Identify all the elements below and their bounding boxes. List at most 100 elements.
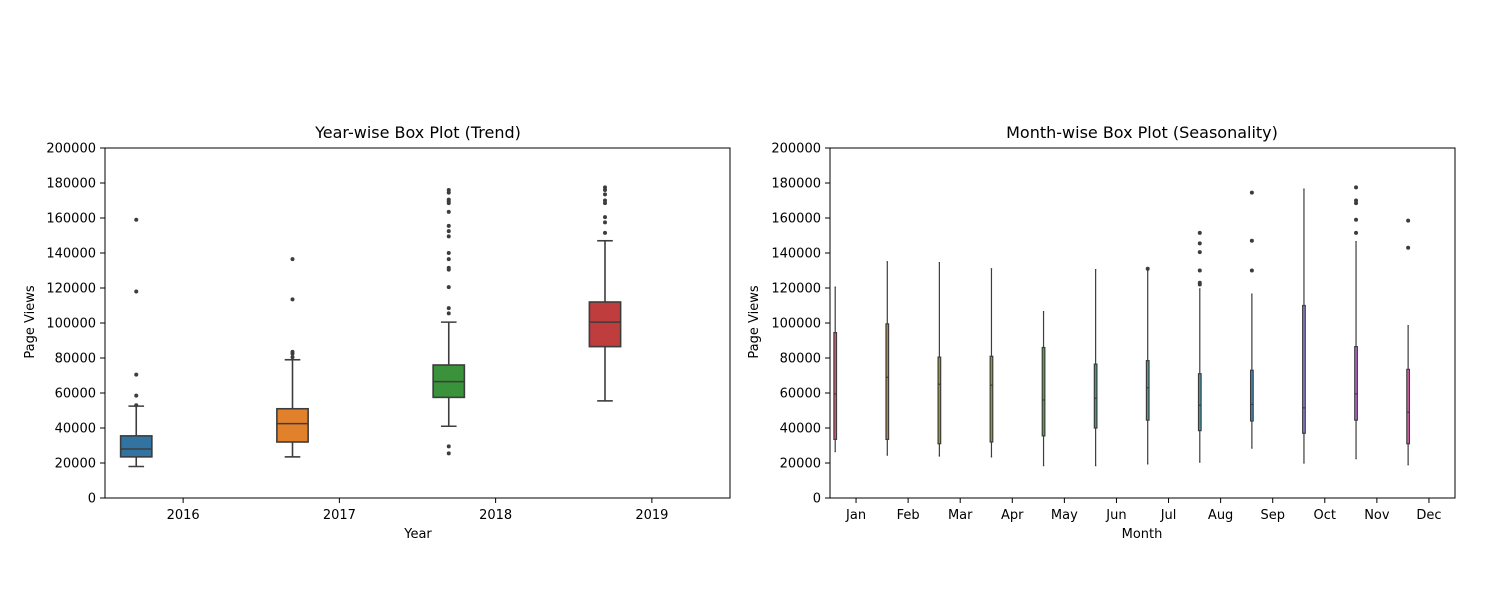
chart-title: Year-wise Box Plot (Trend): [314, 123, 521, 142]
outlier-point: [1197, 250, 1202, 255]
iqr-box: [1354, 346, 1358, 421]
x-tick-label: May: [1051, 508, 1078, 523]
x-tick-label: 2018: [479, 508, 512, 523]
x-tick-label: 2016: [167, 508, 200, 523]
y-tick-label: 160000: [46, 212, 96, 227]
box-nov: [1354, 185, 1359, 460]
box-jun: [1093, 269, 1098, 467]
x-tick-label: Feb: [897, 508, 920, 523]
y-tick-label: 200000: [46, 142, 96, 157]
iqr-box: [1406, 368, 1411, 445]
box-feb: [885, 261, 890, 456]
x-tick-label: Aug: [1208, 508, 1233, 523]
outlier-point: [446, 257, 451, 262]
plot-area: 0 20000 40000 60000 80000 100000 120000 140000 1…: [771, 142, 1456, 523]
outlier-point: [134, 393, 139, 398]
outlier-point: [446, 285, 451, 290]
outlier-point: [446, 306, 451, 311]
outlier-point: [1145, 266, 1150, 271]
y-tick-label: 0: [813, 492, 821, 507]
box-2016: [119, 217, 153, 468]
outlier-point: [134, 403, 139, 408]
box-sep: [1249, 190, 1254, 449]
iqr-box: [833, 332, 838, 440]
box-2018: [432, 188, 466, 456]
iqr-box: [1145, 360, 1150, 421]
y-tick-label: 140000: [46, 247, 96, 262]
outlier-point: [1249, 190, 1254, 195]
outlier-point: [134, 289, 139, 294]
x-tick-label: Jun: [1105, 508, 1126, 523]
y-tick-label: 80000: [55, 352, 96, 367]
box-dec: [1406, 218, 1411, 466]
year-wise-boxplot-panel: Year-wise Box Plot (Trend) Year Page Vie…: [23, 123, 731, 542]
outlier-point: [603, 215, 607, 220]
box-jul: [1145, 266, 1150, 465]
y-tick-label: 40000: [55, 422, 96, 437]
iqr-box: [588, 301, 622, 348]
y-tick-label: 40000: [780, 422, 821, 437]
x-tick-label: Nov: [1364, 508, 1390, 523]
outlier-point: [603, 220, 607, 225]
y-tick-label: 80000: [780, 352, 821, 367]
y-tick-label: 100000: [46, 317, 96, 332]
axes-frame: [829, 147, 1456, 499]
outlier-point: [446, 451, 451, 456]
y-tick-label: 60000: [55, 387, 96, 402]
outlier-point: [603, 192, 607, 197]
outlier-point: [1354, 185, 1359, 190]
outlier-point: [446, 234, 451, 239]
iqr-box: [1302, 304, 1306, 434]
outlier-point: [1249, 238, 1254, 243]
month-wise-boxplot-panel: Month-wise Box Plot (Seasonality) Month …: [747, 123, 1456, 542]
outlier-point: [603, 230, 607, 235]
box-mar: [937, 262, 942, 457]
iqr-box: [885, 323, 890, 440]
outlier-point: [446, 251, 451, 255]
y-tick-label: 100000: [771, 317, 821, 332]
outlier-point: [1406, 218, 1411, 223]
x-tick-label: 2019: [635, 508, 668, 523]
y-tick-label: 20000: [780, 457, 821, 472]
outlier-point: [290, 257, 295, 262]
y-tick-label: 160000: [771, 212, 821, 227]
outlier-point: [446, 311, 451, 316]
axes-frame: [104, 147, 731, 499]
outlier-point: [134, 217, 139, 222]
x-tick-label: Sep: [1260, 508, 1285, 523]
box-oct: [1302, 188, 1306, 464]
iqr-box: [276, 407, 309, 443]
outlier-point: [1249, 268, 1254, 273]
chart-title: Month-wise Box Plot (Seasonality): [1006, 123, 1278, 142]
outlier-point: [1354, 230, 1359, 235]
iqr-box: [937, 356, 942, 445]
outlier-point: [603, 185, 607, 190]
outlier-point: [1197, 241, 1202, 246]
outlier-point: [1197, 280, 1202, 285]
outlier-point: [603, 198, 607, 203]
y-tick-label: 180000: [46, 177, 96, 192]
outlier-point: [290, 297, 295, 302]
x-tick-label: Mar: [948, 508, 973, 523]
box-jan: [833, 286, 838, 453]
iqr-box: [1197, 373, 1202, 432]
x-tick-label: Jan: [845, 508, 866, 523]
x-tick-label: Dec: [1416, 508, 1441, 523]
iqr-box: [989, 355, 994, 443]
iqr-box: [1093, 363, 1098, 429]
box-2017: [276, 257, 309, 458]
y-tick-label: 0: [88, 492, 96, 507]
outlier-point: [446, 444, 451, 449]
outlier-point: [134, 372, 139, 377]
outlier-point: [446, 265, 451, 270]
iqr-box: [1041, 346, 1046, 437]
y-axis-label: Page Views: [23, 285, 38, 358]
x-tick-label: Apr: [1001, 508, 1024, 523]
outlier-point: [1406, 245, 1411, 250]
iqr-box: [1249, 369, 1254, 422]
iqr-box: [119, 435, 153, 458]
outlier-point: [1197, 268, 1202, 273]
box-aug: [1197, 230, 1202, 463]
outlier-point: [446, 209, 451, 214]
